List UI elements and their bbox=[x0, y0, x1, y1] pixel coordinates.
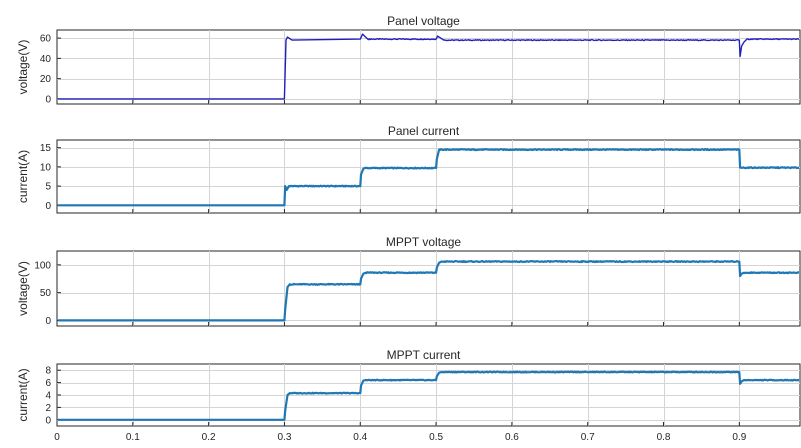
y-tick-label: 0 bbox=[45, 415, 51, 426]
subplot-title: Panel voltage bbox=[387, 14, 460, 28]
y-tick-label: 4 bbox=[45, 391, 51, 402]
y-tick-label: 20 bbox=[40, 74, 52, 85]
x-tick-label: 0.4 bbox=[353, 432, 367, 443]
y-tick-label: 0 bbox=[45, 94, 51, 105]
y-tick-label: 15 bbox=[40, 143, 52, 154]
y-axis-label: voltage(V) bbox=[16, 261, 30, 316]
y-axis-label: current(A) bbox=[16, 368, 30, 421]
x-tick-label: 0.9 bbox=[732, 432, 746, 443]
axes-box bbox=[56, 139, 801, 214]
y-tick-label: 10 bbox=[40, 162, 52, 173]
x-tick-label: 0.2 bbox=[202, 432, 216, 443]
y-tick-label: 5 bbox=[45, 182, 51, 193]
subplot-title: MPPT current bbox=[387, 348, 461, 362]
y-tick-label: 6 bbox=[45, 378, 51, 389]
series-line bbox=[58, 260, 799, 322]
y-tick-label: 60 bbox=[40, 34, 52, 45]
x-tick-label: 0.3 bbox=[277, 432, 291, 443]
y-tick-label: 8 bbox=[45, 366, 51, 377]
subplot-3: 0 50 100 MPPT voltage voltage(V) bbox=[16, 235, 801, 327]
subplot-1: 0 20 40 60 Panel voltage voltage(V) bbox=[16, 14, 801, 105]
subplot-title: Panel current bbox=[388, 124, 460, 138]
x-tick-label: 0.7 bbox=[581, 432, 595, 443]
series-line bbox=[58, 33, 799, 100]
y-axis-label: voltage(V) bbox=[16, 40, 30, 95]
y-tick-label: 40 bbox=[40, 54, 52, 65]
x-tick-label: 0.5 bbox=[429, 432, 443, 443]
subplot-2: 0 5 10 15 Panel current current(A) bbox=[16, 124, 801, 214]
y-tick-label: 50 bbox=[40, 288, 52, 299]
series-line bbox=[58, 148, 799, 207]
y-axis-label: current(A) bbox=[16, 150, 30, 203]
y-tick-label: 100 bbox=[34, 260, 51, 271]
x-tick-label: 0 bbox=[54, 432, 60, 443]
x-tick-label: 0.8 bbox=[657, 432, 671, 443]
y-tick-label: 2 bbox=[45, 403, 51, 414]
series-line bbox=[58, 370, 799, 421]
x-tick-label: 0.1 bbox=[126, 432, 140, 443]
subplot-title: MPPT voltage bbox=[386, 235, 461, 249]
x-tick-label: 0.6 bbox=[505, 432, 519, 443]
axes-box bbox=[56, 250, 801, 327]
axes-box bbox=[56, 29, 801, 105]
y-tick-label: 0 bbox=[45, 316, 51, 327]
y-tick-label: 0 bbox=[45, 201, 51, 212]
